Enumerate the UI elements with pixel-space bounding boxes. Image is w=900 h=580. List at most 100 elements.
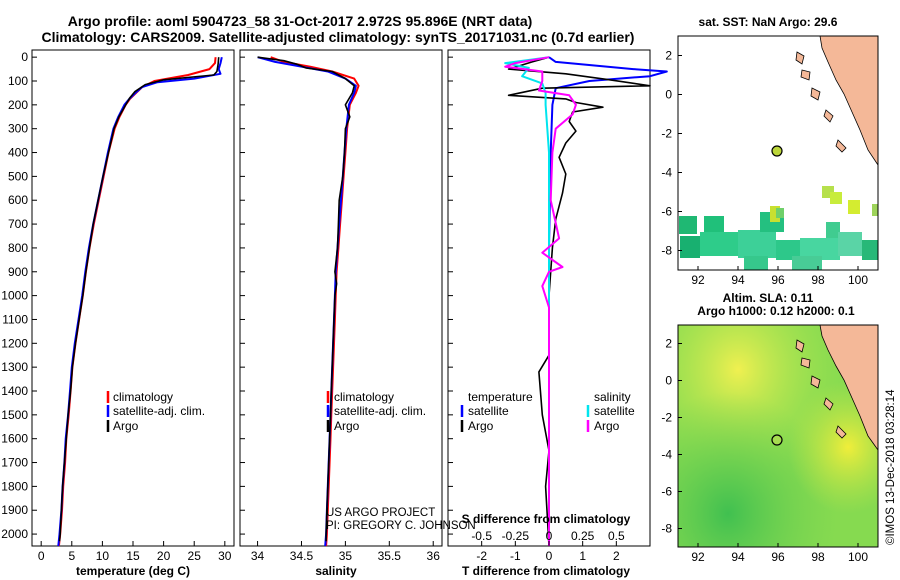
legend-s-sat-label: satellite [594, 404, 635, 418]
map-x-tick-label: 98 [811, 550, 825, 564]
map-y-tick-label: -8 [661, 244, 672, 258]
salinity-panel-frame [239, 49, 443, 547]
map-y-tick-label: -2 [661, 127, 672, 141]
depth-tick-label: 1300 [1, 360, 28, 374]
mentawai-islands [795, 51, 847, 153]
sst-cell [704, 216, 724, 232]
sst-cell [738, 230, 776, 258]
depth-tick-labels: 0 100 200 300 400 500 600 700 800 900 1000 1100 1200… [1, 50, 28, 541]
sst-cell [700, 232, 740, 256]
s-diff-tick-label: -0.5 [471, 529, 492, 543]
sla-map-title-line2: Argo h1000: 0.12 h2000: 0.1 [697, 304, 855, 318]
legend-temperature-title: temperature [468, 390, 533, 404]
sst-cell [680, 236, 700, 258]
depth-tick-label: 900 [8, 265, 28, 279]
map-x-tick-label: 92 [691, 550, 705, 564]
sla-map-title-line1: Altim. SLA: 0.11 [723, 291, 814, 305]
salinity-x-ticks: 34 34.5 35 35.5 36 [251, 541, 440, 563]
depth-tick-label: 1100 [2, 312, 28, 326]
argo-location-marker [771, 434, 783, 446]
x-tick-label: 25 [188, 549, 202, 563]
x-tick-label: 35.5 [378, 549, 402, 563]
argo-location-marker [771, 145, 783, 157]
map-y-tick-label: -6 [661, 485, 672, 499]
map-y-tick-label: -8 [661, 522, 672, 536]
legend-clim-label: climatology [113, 390, 173, 404]
s-difference-x-label: S difference from climatology [462, 512, 631, 526]
map-y-tick-label: -6 [661, 205, 672, 219]
map-x-tick-label: 98 [811, 273, 825, 287]
depth-tick-label: 700 [8, 217, 28, 231]
sst-field-cells [679, 186, 878, 270]
sst-map-title: sat. SST: NaN Argo: 29.6 [699, 15, 838, 29]
depth-tick-label: 500 [8, 169, 28, 183]
map-y-tick-label: -2 [661, 411, 672, 425]
series-line-t-argo [507, 56, 651, 547]
salinity-legend: climatology satellite-adj. clim. Argo [326, 390, 426, 433]
map-y-tick-label: 2 [665, 337, 672, 351]
series-line-s-satellite [504, 56, 550, 546]
depth-tick-label: 1800 [1, 479, 28, 493]
temperature-series [57, 56, 223, 547]
sst-cell [872, 204, 878, 216]
difference-series [504, 56, 668, 547]
temperature-panel-frame [31, 49, 235, 547]
map-y-tick-label: -4 [661, 166, 672, 180]
sst-cell [848, 200, 860, 214]
depth-tick-label: 1600 [1, 432, 28, 446]
map-x-tick-label: 96 [771, 550, 785, 564]
sst-cell [744, 256, 768, 270]
x-tick-label: 2 [613, 549, 620, 563]
depth-tick-label: 100 [8, 74, 28, 88]
depth-tick-label: 1200 [1, 336, 28, 350]
imos-credit: ©IMOS 13-Dec-2018 03:28:14 [885, 389, 897, 545]
x-tick-label: 0 [546, 549, 553, 563]
x-tick-label: 0 [38, 549, 45, 563]
sst-map-axes: 92 94 96 98 100 2 0 -2 -4 -6 -8 [661, 49, 868, 288]
depth-ticks [32, 56, 453, 535]
pi-credit: PI: GREGORY C. JOHNSON [326, 520, 476, 532]
x-tick-label: 34 [251, 549, 265, 563]
map-y-tick-label: -4 [661, 448, 672, 462]
sst-cell [776, 208, 784, 218]
s-diff-tick-label: 0 [546, 529, 553, 543]
s-diff-tick-label: 0.25 [571, 529, 595, 543]
series-line-satellite-adj-clim- [257, 56, 357, 547]
series-line-argo [257, 56, 356, 542]
figure-title-line2: Climatology: CARS2009. Satellite-adjuste… [42, 29, 635, 45]
map-y-tick-label: 2 [665, 49, 672, 63]
map-x-tick-label: 94 [731, 273, 745, 287]
depth-tick-label: 800 [8, 241, 28, 255]
depth-tick-label: 1500 [1, 408, 28, 422]
legend-t-argo-label: Argo [468, 419, 494, 433]
sst-cell [776, 240, 806, 260]
legend-sat-label: satellite-adj. clim. [113, 404, 205, 418]
legend-argo-label: Argo [113, 419, 139, 433]
sst-cell [679, 216, 697, 234]
series-line-t-satellite [548, 56, 668, 546]
depth-tick-label: 1400 [1, 384, 28, 398]
legend-s-argo-label: Argo [594, 419, 620, 433]
sst-cell [800, 238, 840, 260]
map-y-tick-label: 0 [665, 374, 672, 388]
depth-tick-label: 200 [8, 98, 28, 112]
depth-tick-label: 2000 [1, 527, 28, 541]
depth-tick-label: 600 [8, 193, 28, 207]
mentawai-islands [795, 339, 847, 439]
x-tick-label: -2 [476, 549, 487, 563]
sst-cell [838, 232, 862, 256]
salinity-difference-x-ticks: -0.5 -0.25 0 0.25 0.5 [471, 529, 625, 543]
series-line-s-argo [504, 56, 577, 546]
s-diff-tick-label: -0.25 [502, 529, 530, 543]
x-tick-label: 20 [157, 549, 171, 563]
sst-map-plot [677, 35, 879, 271]
depth-tick-label: 400 [8, 146, 28, 160]
map-x-tick-label: 92 [691, 273, 705, 287]
x-tick-label: 1 [579, 549, 586, 563]
legend-t-sat-label: satellite [468, 404, 509, 418]
depth-tick-label: 1900 [1, 503, 28, 517]
t-difference-x-label: T difference from climatology [462, 564, 630, 578]
sst-cell [770, 206, 780, 222]
x-tick-label: 5 [68, 549, 75, 563]
